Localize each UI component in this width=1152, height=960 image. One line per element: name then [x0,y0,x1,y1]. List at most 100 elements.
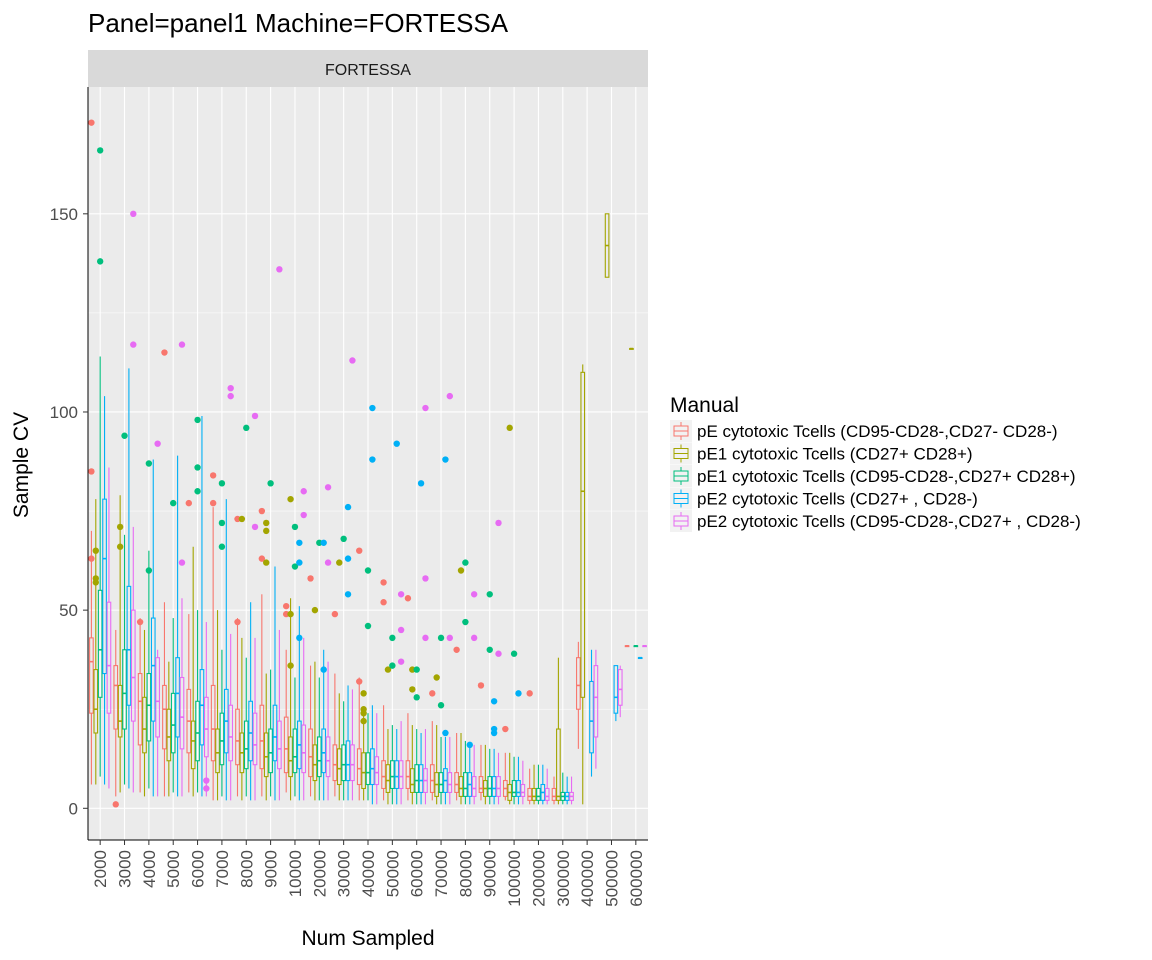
box-body [325,736,331,778]
outlier-point [218,519,226,527]
box-body [195,700,200,762]
box [350,689,355,801]
box [312,661,318,801]
box-body [613,665,619,714]
outlier-point [178,559,186,566]
box-body [301,724,307,774]
box-body [487,776,493,797]
x-tick-label: 40000 [359,850,378,897]
outlier-point [238,515,246,523]
box [235,618,240,797]
box [569,776,574,805]
x-tick-label: 2000 [91,850,110,888]
box [332,673,338,797]
box-body [361,752,366,790]
outlier-point [258,555,266,562]
outlier-point [203,785,210,792]
outlier-point [349,357,356,364]
box [162,602,167,797]
box-body [394,760,400,790]
box-body [332,744,338,782]
outlier-point [510,650,518,657]
box-body [370,748,375,786]
box-body [113,665,119,730]
box [155,649,160,797]
outlier-point [296,539,303,546]
box [308,665,313,797]
box [405,713,411,801]
box [175,455,180,797]
box [487,748,493,805]
box [491,748,497,805]
box [272,566,278,801]
y-tick-label: 50 [59,601,78,620]
outlier-point [287,495,294,503]
box-body [175,657,180,738]
outlier-point [234,515,241,523]
facet-strip [88,50,648,87]
box-body [263,732,269,778]
outlier-point [389,634,396,642]
outlier-point [161,349,168,356]
outlier-point [404,595,412,602]
legend-item: pE2 cytotoxic Tcells (CD27+ , CD28-) [670,487,978,510]
legend-item: pE cytotoxic Tcells (CD95-CD28-,CD27- CD… [670,420,1058,442]
outlier-point [209,499,217,507]
outlier-point [446,392,454,400]
box-body [288,736,293,778]
box [624,645,630,648]
box-body [491,776,497,797]
outlier-point [360,709,367,717]
box-body [438,772,444,793]
outlier-point [209,472,217,479]
box [443,736,448,805]
box [277,629,282,801]
outlier-point [154,440,161,447]
box [223,499,229,801]
box [398,721,404,805]
box [589,649,594,777]
box [564,776,570,805]
box [551,776,557,805]
outlier-point [470,634,478,642]
box-body [418,764,424,793]
box-body [179,676,185,750]
box-body [248,700,253,762]
outlier-point [356,678,363,685]
outlier-point [251,523,259,531]
box [356,677,362,801]
box-body [593,665,599,738]
outlier-point [227,385,234,392]
box-body [252,712,258,766]
box [507,752,513,805]
legend-label: pE2 cytotoxic Tcells (CD27+ , CD28-) [697,490,978,509]
box [502,752,508,801]
box-body [576,657,581,710]
outlier-point [136,618,144,626]
box [496,752,501,805]
box-body [215,728,220,774]
x-tick-label: 100000 [505,850,524,907]
outlier-point [267,480,274,487]
box-body [454,772,459,793]
box-body [589,680,594,754]
box [186,614,192,793]
box-body [259,704,265,770]
outlier-point [360,690,367,697]
box-body [365,752,371,786]
box [259,594,265,797]
box [219,649,225,797]
x-tick-label: 6000 [189,850,208,888]
x-tick-label: 30000 [335,850,354,897]
box [170,618,176,793]
outlier-point [466,741,473,749]
box [483,744,488,805]
box-body [617,669,623,706]
outlier-point [384,666,392,673]
outlier-point [311,606,319,614]
outlier-points [88,119,533,808]
outlier-point [422,634,429,642]
box-body [511,780,517,797]
outlier-point [218,480,226,487]
box-body [102,498,107,675]
